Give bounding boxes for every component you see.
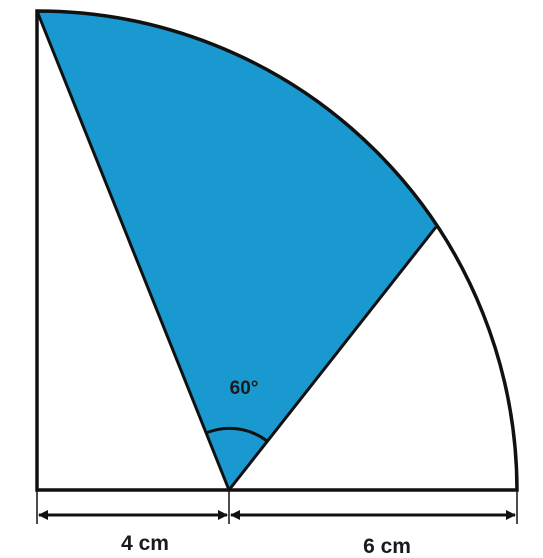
- angle-label: 60°: [230, 378, 259, 399]
- segment-to-arc: [227, 226, 438, 491]
- angle-arc: [205, 426, 268, 443]
- quarter-circle-outline: [35, 9, 519, 492]
- shaded-region: [37, 11, 436, 490]
- right-dimension-label: 6 cm: [363, 535, 411, 558]
- segment-to-top: [35, 10, 231, 491]
- left-dimension-label: 4 cm: [121, 532, 169, 555]
